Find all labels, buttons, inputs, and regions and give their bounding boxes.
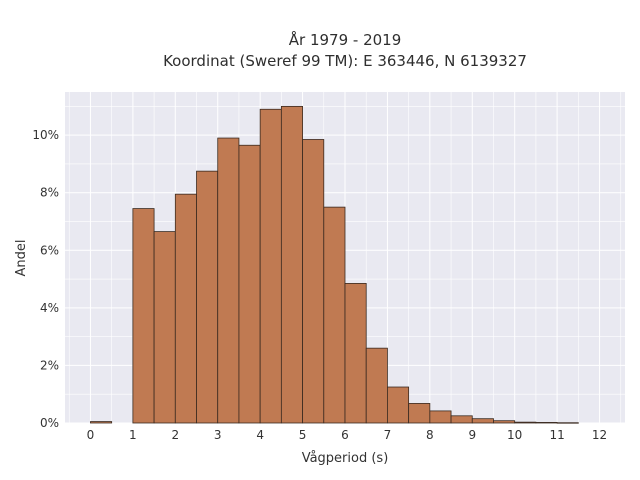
y-tick-label: 0% — [40, 416, 59, 430]
histogram-bar — [344, 283, 367, 424]
histogram-bar — [450, 415, 473, 424]
x-tick-label: 11 — [549, 428, 564, 442]
x-tick-label: 8 — [426, 428, 434, 442]
x-axis-ticks: 0 1 2 3 4 5 6 7 8 9 10 11 12 — [87, 428, 608, 442]
histogram-bar — [514, 421, 537, 424]
x-tick-label: 6 — [341, 428, 349, 442]
histogram-bar — [153, 231, 176, 424]
histogram-bar — [535, 422, 558, 424]
x-tick-label: 4 — [256, 428, 264, 442]
histogram-bar — [90, 421, 113, 424]
x-tick-label: 12 — [592, 428, 607, 442]
histogram-bar — [429, 410, 452, 424]
histogram-bar — [556, 422, 579, 424]
histogram-bar — [471, 418, 494, 424]
histogram-bar — [408, 403, 431, 424]
histogram-bar — [387, 386, 410, 424]
y-axis-ticks: 0% 2% 4% 6% 8% 10% — [32, 128, 59, 430]
histogram-bar — [132, 208, 155, 424]
x-tick-label: 0 — [87, 428, 95, 442]
x-tick-label: 7 — [384, 428, 392, 442]
x-tick-label: 2 — [171, 428, 179, 442]
histogram-bar — [217, 137, 240, 424]
histogram-bar — [302, 139, 325, 424]
bars — [90, 105, 579, 424]
histogram-bar — [174, 193, 197, 424]
histogram-bar — [493, 420, 516, 424]
histogram-bar — [280, 105, 303, 424]
x-axis-label: Vågperiod (s) — [302, 451, 389, 466]
x-tick-label: 10 — [507, 428, 522, 442]
x-tick-label: 5 — [299, 428, 307, 442]
x-tick-label: 3 — [214, 428, 222, 442]
y-tick-label: 10% — [32, 128, 59, 142]
histogram-bar — [365, 347, 388, 424]
chart-title-line1: År 1979 - 2019 — [289, 30, 402, 49]
y-axis-label: Andel — [14, 240, 29, 277]
y-tick-label: 4% — [40, 301, 59, 315]
histogram-bar — [323, 206, 346, 424]
chart-title-line2: Koordinat (Sweref 99 TM): E 363446, N 61… — [163, 52, 527, 70]
histogram-bar — [259, 108, 282, 424]
histogram-bar — [196, 170, 219, 424]
histogram-bar — [238, 144, 261, 424]
y-tick-label: 8% — [40, 186, 59, 200]
y-tick-label: 6% — [40, 243, 59, 257]
x-tick-label: 1 — [129, 428, 137, 442]
x-tick-label: 9 — [468, 428, 476, 442]
y-tick-label: 2% — [40, 358, 59, 372]
